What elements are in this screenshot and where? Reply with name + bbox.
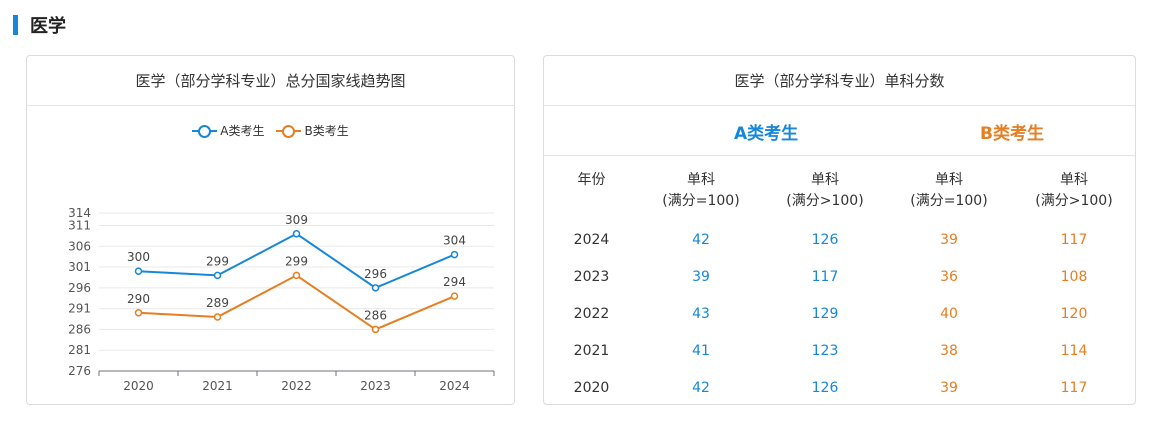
table-row: 2023 39 117 36 108 <box>544 258 1137 295</box>
cell-a2: 126 <box>811 379 839 396</box>
data-label: 304 <box>443 234 466 248</box>
cell-b1: 39 <box>940 231 958 248</box>
cell-a1: 43 <box>692 305 710 322</box>
cell-a1: 41 <box>692 342 710 359</box>
score-table: 年份 单科 (满分=100) 单科 (满分>100) 单科 (满分=100) 单科 (满… <box>544 166 1137 406</box>
data-point <box>450 250 459 259</box>
data-label: 299 <box>285 254 308 268</box>
y-tick-label: 276 <box>68 364 91 378</box>
chart-panel: 医学（部分学科专业）总分国家线趋势图 A类考生 B类考生 276 281 286 29… <box>26 55 515 405</box>
header-b-over100: 单科 (满分>100) <box>1035 172 1113 209</box>
data-label: 309 <box>285 213 308 227</box>
section-accent-bar <box>13 15 18 35</box>
y-tick-label: 286 <box>68 322 91 336</box>
cell-b1: 40 <box>940 305 958 322</box>
data-label: 290 <box>127 292 150 306</box>
x-tick-label: 2022 <box>281 379 312 393</box>
group-header-row: A类考生 B类考生 <box>544 105 1135 156</box>
cell-a2: 126 <box>811 231 839 248</box>
data-point <box>213 271 222 280</box>
cell-year: 2024 <box>573 231 610 248</box>
data-label: 296 <box>364 267 387 281</box>
group-b-label: B类考生 <box>980 124 1044 144</box>
legend-label-a: A类考生 <box>220 124 265 138</box>
data-point <box>134 309 143 317</box>
data-point <box>371 284 380 292</box>
table-row: 2024 42 126 39 117 <box>544 221 1137 258</box>
cell-b2: 117 <box>1060 231 1088 248</box>
chart-panel-title: 医学（部分学科专业）总分国家线趋势图 <box>27 56 514 106</box>
group-a-label: A类考生 <box>734 124 799 144</box>
header-a-100: 单科 (满分=100) <box>662 172 740 209</box>
series-line-b <box>138 274 455 331</box>
data-point <box>292 230 301 238</box>
table-row: 2022 43 129 40 120 <box>544 295 1137 332</box>
data-point <box>134 267 143 275</box>
table-row: 2021 41 123 38 114 <box>544 332 1137 369</box>
data-point <box>371 325 380 334</box>
legend-swatch-b-icon <box>276 124 302 138</box>
header-a-over100: 单科 (满分>100) <box>786 172 864 209</box>
cell-a1: 42 <box>692 379 710 396</box>
legend-swatch-a-icon <box>192 124 218 138</box>
legend-item-a[interactable]: A类考生 <box>192 122 264 139</box>
cell-b2: 120 <box>1060 305 1088 322</box>
data-label: 300 <box>127 250 150 264</box>
y-tick-label: 311 <box>68 218 91 232</box>
cell-b1: 39 <box>940 379 958 396</box>
cell-a1: 39 <box>692 268 710 285</box>
section-title: 医学 <box>30 16 66 37</box>
cell-b1: 36 <box>940 268 958 285</box>
y-tick-label: 306 <box>68 239 91 253</box>
cell-a1: 42 <box>692 231 710 248</box>
cell-b2: 114 <box>1060 342 1088 359</box>
legend-label-b: B类考生 <box>304 124 349 138</box>
cell-year: 2023 <box>573 268 610 285</box>
cell-b1: 38 <box>940 342 958 359</box>
data-point <box>213 313 222 321</box>
data-label: 286 <box>364 308 387 322</box>
cell-b2: 117 <box>1060 379 1088 396</box>
cell-a2: 117 <box>811 268 839 285</box>
data-label: 299 <box>206 254 229 268</box>
data-label: 289 <box>206 296 229 310</box>
chart-legend: A类考生 B类考生 <box>27 122 514 139</box>
cell-b2: 108 <box>1060 268 1088 285</box>
y-tick-label: 281 <box>68 343 91 357</box>
table-row: 2020 42 126 39 117 <box>544 369 1137 406</box>
data-point <box>450 292 459 300</box>
x-tick-label: 2020 <box>123 379 154 393</box>
legend-item-b[interactable]: B类考生 <box>276 122 349 139</box>
x-tick-label: 2023 <box>360 379 391 393</box>
y-tick-label: 296 <box>68 281 91 295</box>
header-b-100: 单科 (满分=100) <box>910 172 988 209</box>
x-tick-label: 2021 <box>202 379 233 393</box>
cell-year: 2020 <box>573 379 610 396</box>
cell-year: 2022 <box>573 305 610 322</box>
cell-year: 2021 <box>573 342 610 359</box>
table-panel: 医学（部分学科专业）单科分数 A类考生 B类考生 年份 单科 (满分=100) 单… <box>543 55 1136 405</box>
table-header-row: 年份 单科 (满分=100) 单科 (满分>100) 单科 (满分=100) 单科 (满… <box>544 166 1137 221</box>
x-tick-label: 2024 <box>439 379 470 393</box>
table-panel-title: 医学（部分学科专业）单科分数 <box>544 56 1135 106</box>
section-header: 医学 <box>13 14 66 37</box>
cell-a2: 123 <box>811 342 839 359</box>
header-year: 年份 <box>577 172 606 188</box>
data-point <box>292 271 301 280</box>
y-tick-label: 301 <box>68 260 91 274</box>
cell-a2: 129 <box>811 305 839 322</box>
y-tick-label: 314 <box>68 206 91 220</box>
data-label: 294 <box>443 275 466 289</box>
y-tick-label: 291 <box>68 302 91 316</box>
